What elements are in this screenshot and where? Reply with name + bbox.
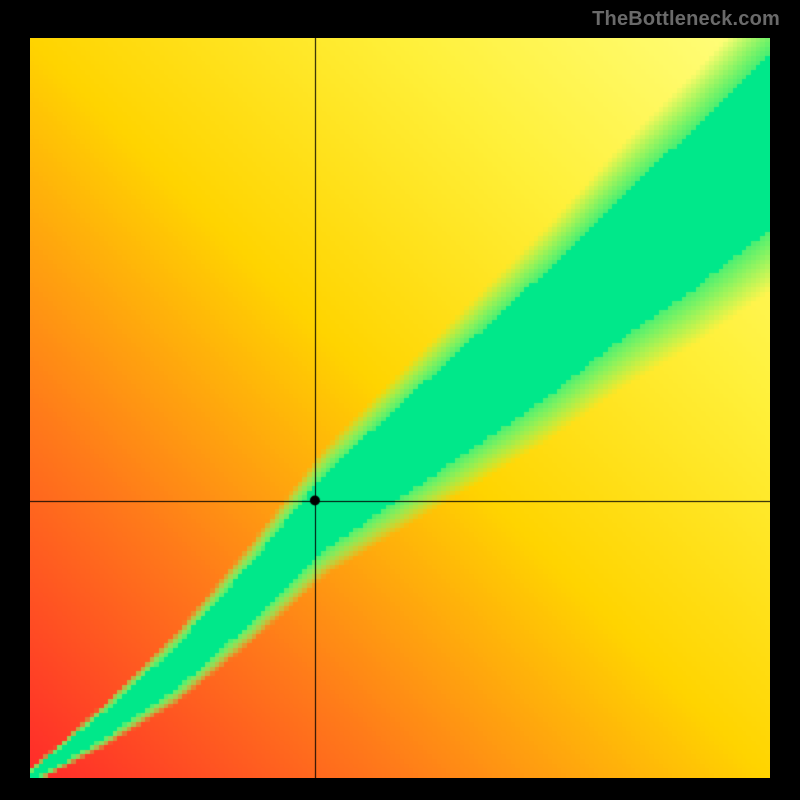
plot-area [30, 38, 770, 778]
chart-container: TheBottleneck.com [0, 0, 800, 800]
watermark-text: TheBottleneck.com [592, 8, 780, 31]
heatmap-canvas [30, 38, 770, 778]
